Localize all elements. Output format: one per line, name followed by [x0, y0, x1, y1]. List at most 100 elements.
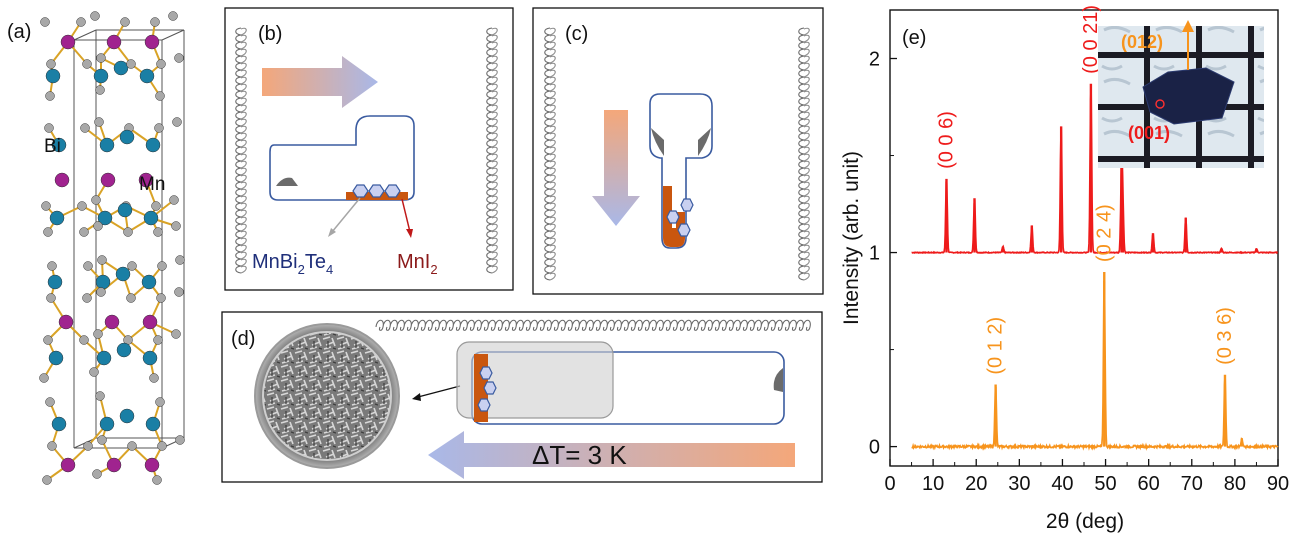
crystals: [352, 184, 401, 198]
te-atom: [79, 227, 89, 237]
source-material: [773, 368, 783, 392]
te-atom: [91, 195, 101, 205]
x-tick-label: 0: [884, 473, 895, 495]
heating-coil: [375, 319, 811, 331]
source-material: [276, 177, 298, 186]
te-atom: [96, 53, 106, 63]
x-tick-label: 50: [1094, 473, 1116, 495]
peak-annotations: (0 0 6) (0 0 21) (0 1 2) (0 2 4) (0 3 6): [935, 5, 1235, 375]
bi-atom: [141, 274, 157, 290]
bi-atom: [117, 202, 133, 218]
mn-atom: [104, 314, 120, 330]
crystal-pointer: [331, 197, 361, 233]
te-atom: [77, 201, 87, 211]
peak-label: (0 1 2): [985, 317, 1007, 375]
x-tick-label: 80: [1224, 473, 1246, 495]
photo-pointer: [417, 385, 461, 398]
te-atom: [157, 441, 167, 451]
panel-a: (a) Bi Mn: [7, 11, 185, 485]
te-atom: [39, 373, 49, 383]
te-atom: [127, 261, 137, 271]
mn-atom: [60, 457, 76, 473]
mn-label: Mn: [139, 174, 165, 195]
panel-b-label: (b): [258, 23, 282, 45]
bi-atom: [139, 68, 155, 84]
te-atom: [44, 123, 54, 133]
te-atom: [46, 59, 56, 69]
panel-e: 0 10 20 30 40 50 60 70 80 90 012 (0 0 6)(0 0 21)(…: [840, 5, 1289, 533]
flux-label: MnI2: [397, 251, 438, 277]
te-atom: [123, 227, 133, 237]
te-atom: [149, 373, 159, 383]
mn-atom: [144, 34, 160, 50]
te-atom: [156, 59, 166, 69]
te-atom: [174, 53, 184, 63]
te-atom: [96, 287, 106, 297]
crystal-sample: [1142, 67, 1235, 125]
panel-a-label: (a): [7, 21, 31, 43]
coil: [549, 27, 556, 281]
te-atom: [76, 17, 86, 27]
bi-label: Bi: [44, 136, 61, 157]
bi-atom: [116, 342, 132, 358]
product-label: MnBi2Te4: [252, 251, 333, 277]
gradient-arrow: [592, 110, 640, 226]
te-atom: [45, 91, 55, 101]
te-atom: [93, 221, 103, 231]
panel-d-label: (d): [231, 328, 255, 350]
peak-label: (0 0 21): [1080, 5, 1102, 74]
coil: [544, 27, 551, 281]
bi-atom: [47, 274, 63, 290]
bi-atom: [115, 266, 131, 282]
x-tick-label: 90: [1267, 473, 1289, 495]
panel-d: (d) ΔT= 3 K: [221, 311, 823, 483]
te-atom: [90, 11, 100, 21]
mn-atom: [106, 457, 122, 473]
te-atom: [43, 335, 53, 345]
x-tick-label: 60: [1138, 473, 1160, 495]
heating-coils: [235, 27, 498, 274]
te-atom: [43, 227, 53, 237]
bi-atom: [99, 416, 115, 432]
panel-c: (c): [532, 7, 824, 295]
source-material-right: [698, 128, 711, 156]
inset-label-001: (001): [1128, 123, 1170, 143]
bi-atom: [113, 60, 129, 76]
te-atom: [150, 17, 160, 27]
te-atom: [169, 195, 179, 205]
te-atom: [79, 335, 89, 345]
te-atom: [82, 59, 92, 69]
te-atom: [95, 85, 105, 95]
te-atom: [153, 335, 163, 345]
mn-atom: [142, 314, 158, 330]
te-atom: [89, 367, 99, 377]
cold-zone: [456, 341, 614, 419]
red-marker: [1155, 99, 1165, 109]
te-atom: [97, 255, 107, 265]
te-atom: [47, 261, 57, 271]
te-atom: [175, 255, 185, 265]
ampoule: [269, 115, 415, 201]
te-atom: [126, 59, 136, 69]
mn-atom: [58, 314, 74, 330]
bi-atom: [93, 68, 109, 84]
coil: [803, 27, 810, 281]
te-atom: [172, 117, 182, 127]
te-atom: [157, 261, 167, 271]
te-atom: [156, 293, 166, 303]
y-axis-title: Intensity (arb. unit): [840, 151, 863, 325]
te-atom: [171, 329, 181, 339]
x-tick-label: 30: [1008, 473, 1030, 495]
te-atom: [46, 293, 56, 303]
te-atom: [171, 221, 181, 231]
te-atom: [80, 123, 90, 133]
data-series: [911, 83, 1279, 451]
crystal-structure: [39, 11, 185, 485]
gradient-arrow: [262, 56, 378, 108]
coil: [491, 27, 498, 274]
te-atom: [126, 293, 136, 303]
crystals: [666, 198, 694, 237]
coil: [240, 27, 247, 274]
coil: [375, 319, 811, 331]
y-tick-label: 0: [869, 437, 880, 459]
